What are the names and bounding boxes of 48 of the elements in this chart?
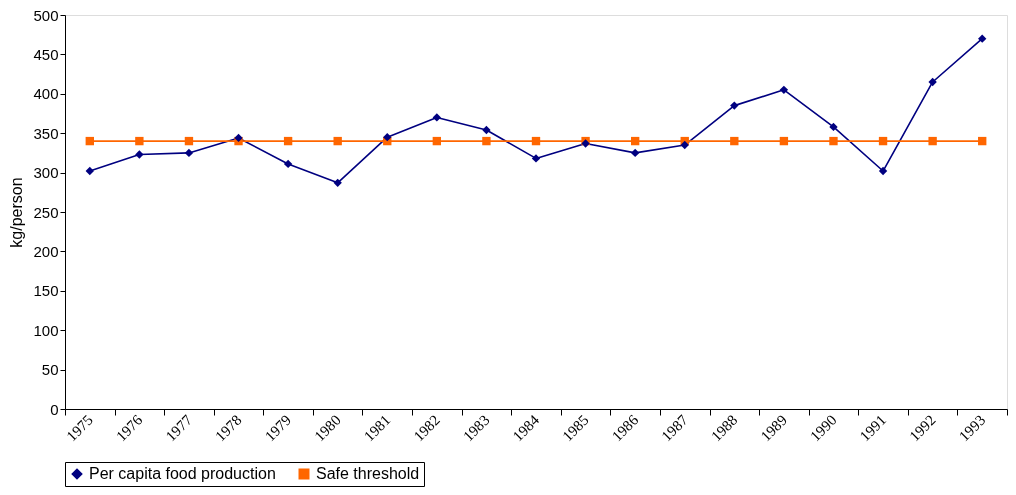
point xyxy=(680,140,689,150)
point xyxy=(978,136,987,146)
point xyxy=(730,136,739,146)
point xyxy=(333,178,342,188)
y-tick-label: 350 xyxy=(33,124,59,142)
y-axis-title: kg/person xyxy=(8,177,26,248)
point xyxy=(184,136,194,146)
legend-label: Per capita food production xyxy=(89,465,276,482)
point xyxy=(135,150,144,159)
y-tick-label: 100 xyxy=(33,321,59,339)
point xyxy=(432,113,442,122)
point xyxy=(878,166,888,176)
point xyxy=(184,148,194,158)
y-tick-label: 0 xyxy=(50,400,59,418)
point xyxy=(283,159,293,169)
y-tick-label: 200 xyxy=(33,242,59,260)
point xyxy=(630,148,640,158)
point xyxy=(928,136,937,146)
point xyxy=(928,77,937,87)
point xyxy=(482,125,491,135)
point xyxy=(878,136,888,146)
y-tick-label: 150 xyxy=(33,282,59,300)
point xyxy=(135,136,144,146)
point xyxy=(85,136,94,146)
y-tick-label: 250 xyxy=(33,203,59,221)
point xyxy=(829,136,838,146)
x-tick-label: 1991 xyxy=(856,411,890,445)
y-tick-label: 500 xyxy=(33,6,59,24)
point xyxy=(829,122,838,132)
y-tick-label: 400 xyxy=(33,85,59,103)
point xyxy=(730,101,739,110)
legend-label: Safe threshold xyxy=(316,465,420,482)
point xyxy=(531,136,541,146)
point xyxy=(333,136,342,146)
point xyxy=(432,136,442,146)
point xyxy=(283,136,293,146)
point xyxy=(482,136,491,146)
y-tick-label: 450 xyxy=(33,45,59,63)
point xyxy=(531,154,541,163)
point xyxy=(779,85,789,95)
point xyxy=(85,166,94,176)
point xyxy=(383,132,392,142)
y-tick-label: 300 xyxy=(33,164,59,182)
point xyxy=(779,136,789,146)
point xyxy=(630,136,640,146)
point xyxy=(978,34,987,43)
y-tick-label: 50 xyxy=(41,361,59,379)
x-tick-label: 1981 xyxy=(360,411,394,445)
